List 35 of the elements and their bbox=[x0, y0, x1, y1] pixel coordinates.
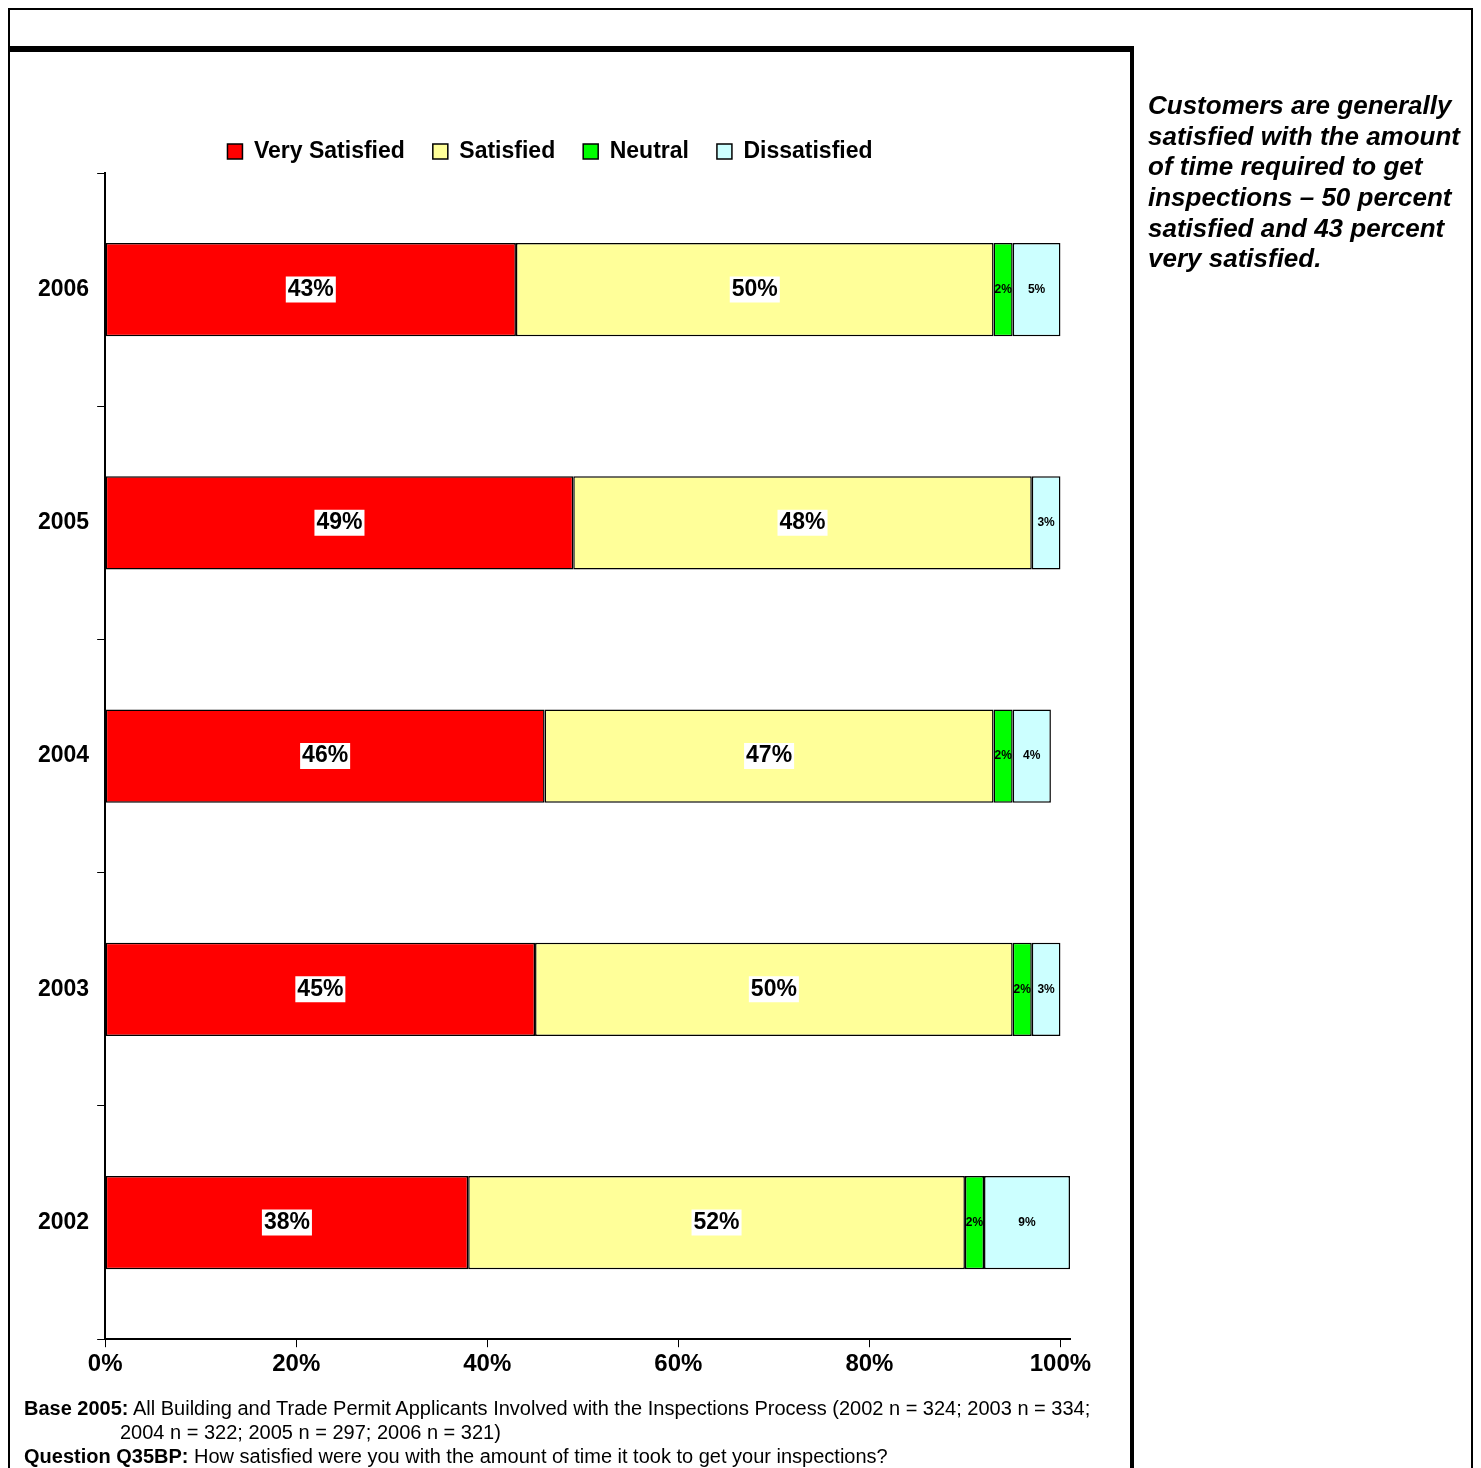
data-label: 4% bbox=[1023, 748, 1041, 763]
text: Customers are generally satisfied with the amount of time required to get inspections – 50 percent satisfied and 43 percent very satisfied. bbox=[1147, 89, 1462, 276]
data-label: 2% bbox=[965, 1214, 984, 1229]
x-tick-label: 20% bbox=[272, 1349, 321, 1377]
x-tick-label: 0% bbox=[87, 1349, 123, 1377]
legend-label: Very Satisfied bbox=[253, 136, 405, 163]
x-tick-label: 80% bbox=[845, 1349, 894, 1377]
data-label: 9% bbox=[1018, 1214, 1037, 1229]
data-label: 49% bbox=[316, 508, 363, 535]
x-tick-label: 60% bbox=[654, 1349, 703, 1377]
y-tick-label: 2002 bbox=[37, 1207, 90, 1234]
legend-label: Dissatisfied bbox=[743, 136, 873, 163]
data-label: 38% bbox=[263, 1207, 310, 1234]
y-tick-label: 2006 bbox=[37, 274, 90, 301]
text: Question Q35BP: How satisfied were you with the amount of time it took to get your inspections? bbox=[24, 1444, 889, 1468]
y-tick-label: 2004 bbox=[37, 741, 90, 768]
legend-label: Satisfied bbox=[459, 136, 556, 163]
data-label: 50% bbox=[750, 974, 797, 1001]
data-label: 52% bbox=[693, 1207, 740, 1234]
data-label: 50% bbox=[731, 274, 778, 301]
y-tick-label: 2003 bbox=[37, 974, 90, 1001]
y-tick-label: 2005 bbox=[37, 508, 90, 535]
data-label: 3% bbox=[1037, 981, 1056, 996]
x-tick-label: 40% bbox=[463, 1349, 512, 1377]
x-tick-label: 100% bbox=[1029, 1349, 1092, 1377]
legend-label: Neutral bbox=[609, 136, 689, 163]
data-label: 3% bbox=[1037, 515, 1056, 530]
data-label: 45% bbox=[297, 974, 344, 1001]
data-label: 46% bbox=[302, 741, 349, 768]
data-label: 5% bbox=[1027, 281, 1046, 296]
data-label: 2% bbox=[1013, 981, 1032, 996]
text: Base 2005: All Building and Trade Permit Applicants Involved with the Inspections Process (2002 n = 324; 2003 n = 334; 2004 n = 322; 2005 n = 297; 2006 n = 321) bbox=[24, 1396, 1092, 1444]
data-label: 47% bbox=[746, 741, 793, 768]
data-label: 48% bbox=[779, 508, 826, 535]
data-label: 43% bbox=[287, 274, 334, 301]
